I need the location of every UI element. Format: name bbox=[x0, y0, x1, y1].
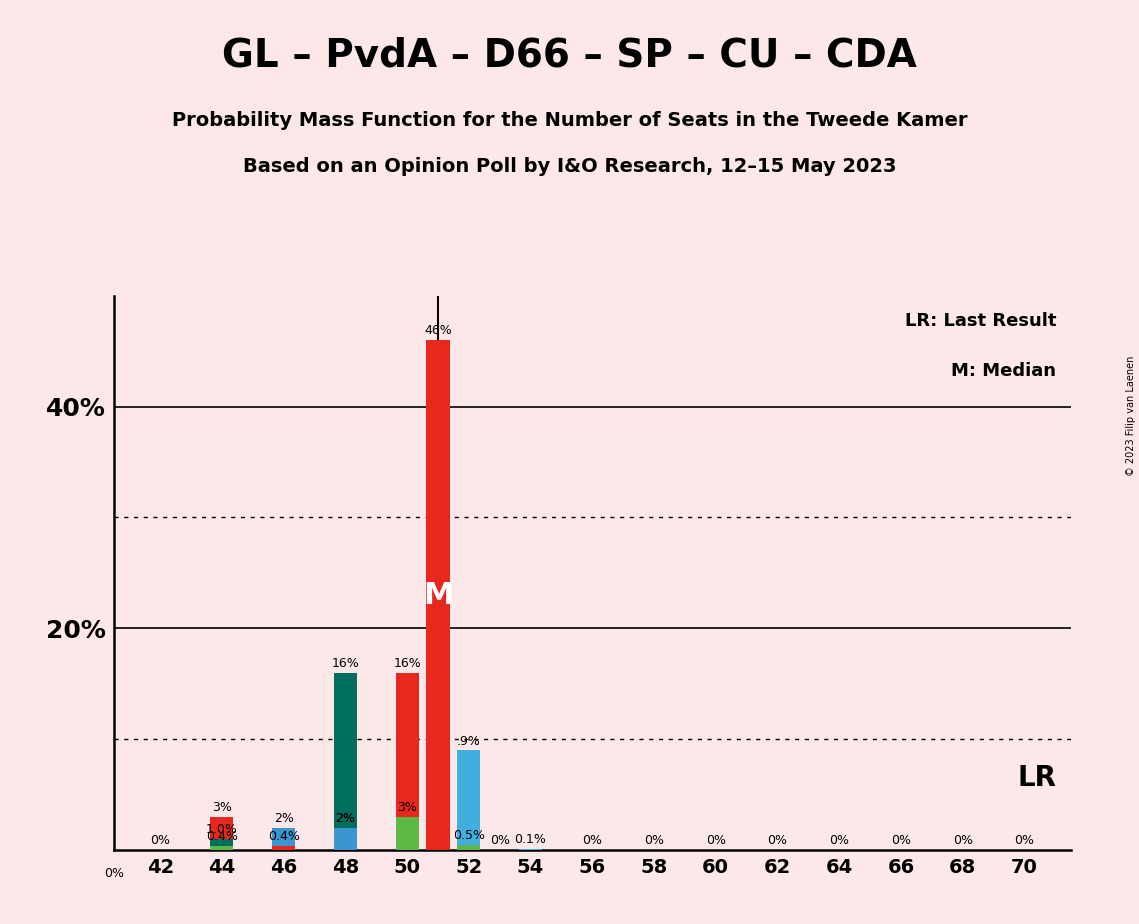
Text: 0%: 0% bbox=[891, 834, 911, 847]
Text: .9%: .9% bbox=[457, 735, 481, 748]
Text: M: Median: M: Median bbox=[951, 362, 1056, 380]
Bar bbox=[334, 673, 357, 850]
Text: 0.4%: 0.4% bbox=[206, 830, 238, 843]
Bar bbox=[272, 845, 295, 850]
Text: 0%: 0% bbox=[829, 834, 850, 847]
Bar bbox=[334, 828, 357, 850]
Text: 0%: 0% bbox=[1015, 834, 1034, 847]
Text: 0%: 0% bbox=[150, 834, 170, 847]
Text: 2%: 2% bbox=[273, 812, 294, 825]
Text: 46%: 46% bbox=[424, 324, 452, 337]
Bar bbox=[272, 828, 295, 850]
Text: 0.4%: 0.4% bbox=[268, 830, 300, 843]
Text: 0.5%: 0.5% bbox=[453, 829, 485, 842]
Bar bbox=[426, 340, 450, 850]
Bar bbox=[519, 849, 542, 850]
Text: 16%: 16% bbox=[331, 657, 359, 670]
Text: 1.0%: 1.0% bbox=[206, 823, 238, 836]
Bar bbox=[395, 673, 419, 850]
Bar bbox=[395, 817, 419, 850]
Text: © 2023 Filip van Laenen: © 2023 Filip van Laenen bbox=[1125, 356, 1136, 476]
Text: Probability Mass Function for the Number of Seats in the Tweede Kamer: Probability Mass Function for the Number… bbox=[172, 111, 967, 130]
Text: GL – PvdA – D66 – SP – CU – CDA: GL – PvdA – D66 – SP – CU – CDA bbox=[222, 37, 917, 75]
Text: 2%: 2% bbox=[336, 812, 355, 825]
Text: LR: LR bbox=[1017, 764, 1056, 792]
Text: 3%: 3% bbox=[398, 801, 417, 814]
Text: M: M bbox=[423, 580, 453, 610]
Text: 0%: 0% bbox=[104, 867, 124, 880]
Bar bbox=[457, 845, 481, 850]
Text: 0%: 0% bbox=[706, 834, 726, 847]
Text: Based on an Opinion Poll by I&O Research, 12–15 May 2023: Based on an Opinion Poll by I&O Research… bbox=[243, 157, 896, 176]
Bar bbox=[211, 817, 233, 850]
Text: 0%: 0% bbox=[768, 834, 787, 847]
Bar bbox=[334, 828, 357, 850]
Text: 0%: 0% bbox=[952, 834, 973, 847]
Text: 0.1%: 0.1% bbox=[515, 833, 547, 846]
Text: LR: Last Result: LR: Last Result bbox=[904, 312, 1056, 330]
Text: 2%: 2% bbox=[336, 812, 355, 825]
Text: 3%: 3% bbox=[212, 801, 232, 814]
Text: 0%: 0% bbox=[644, 834, 664, 847]
Bar bbox=[211, 845, 233, 850]
Text: 0%: 0% bbox=[582, 834, 603, 847]
Bar bbox=[211, 839, 233, 850]
Text: 0%: 0% bbox=[490, 834, 509, 847]
Bar bbox=[457, 750, 481, 850]
Text: 16%: 16% bbox=[393, 657, 421, 670]
